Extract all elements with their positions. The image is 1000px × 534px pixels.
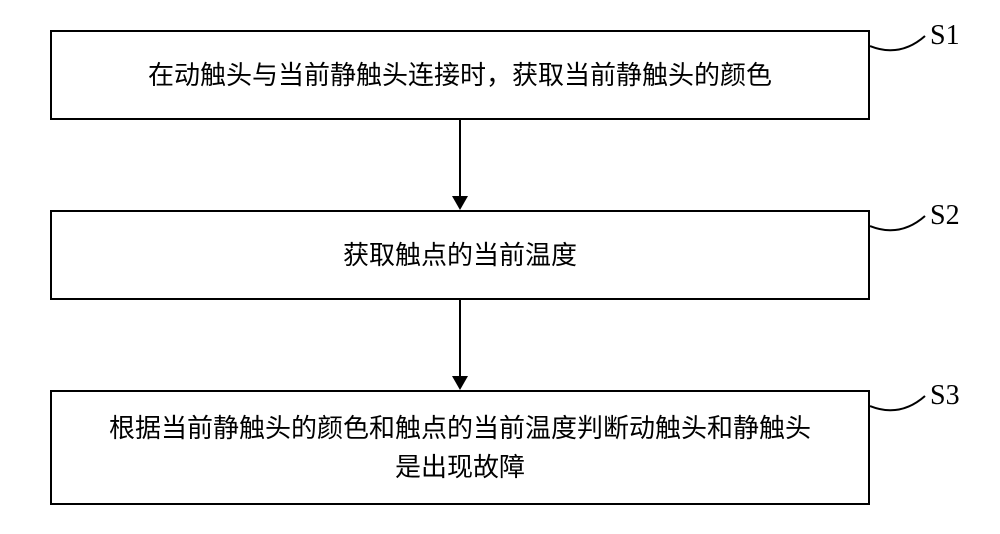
flowchart-step-2: 获取触点的当前温度 bbox=[50, 210, 870, 300]
label-connector-1 bbox=[870, 30, 930, 70]
arrow-2-3-line bbox=[459, 300, 461, 376]
flowchart-step-1: 在动触头与当前静触头连接时，获取当前静触头的颜色 bbox=[50, 30, 870, 120]
step-label-s2: S2 bbox=[930, 200, 960, 232]
flowchart-container: 在动触头与当前静触头连接时，获取当前静触头的颜色 S1 获取触点的当前温度 S2… bbox=[0, 0, 1000, 534]
label-connector-3 bbox=[870, 390, 930, 430]
step-1-text: 在动触头与当前静触头连接时，获取当前静触头的颜色 bbox=[148, 56, 772, 95]
step-label-s3: S3 bbox=[930, 380, 960, 412]
arrow-1-2-head bbox=[452, 196, 468, 210]
arrow-1-2-line bbox=[459, 120, 461, 196]
flowchart-step-3: 根据当前静触头的颜色和触点的当前温度判断动触头和静触头是出现故障 bbox=[50, 390, 870, 505]
label-connector-2 bbox=[870, 210, 930, 250]
arrow-2-3-head bbox=[452, 376, 468, 390]
step-3-text: 根据当前静触头的颜色和触点的当前温度判断动触头和静触头是出现故障 bbox=[100, 409, 820, 487]
step-2-text: 获取触点的当前温度 bbox=[343, 236, 577, 275]
step-label-s1: S1 bbox=[930, 20, 960, 52]
